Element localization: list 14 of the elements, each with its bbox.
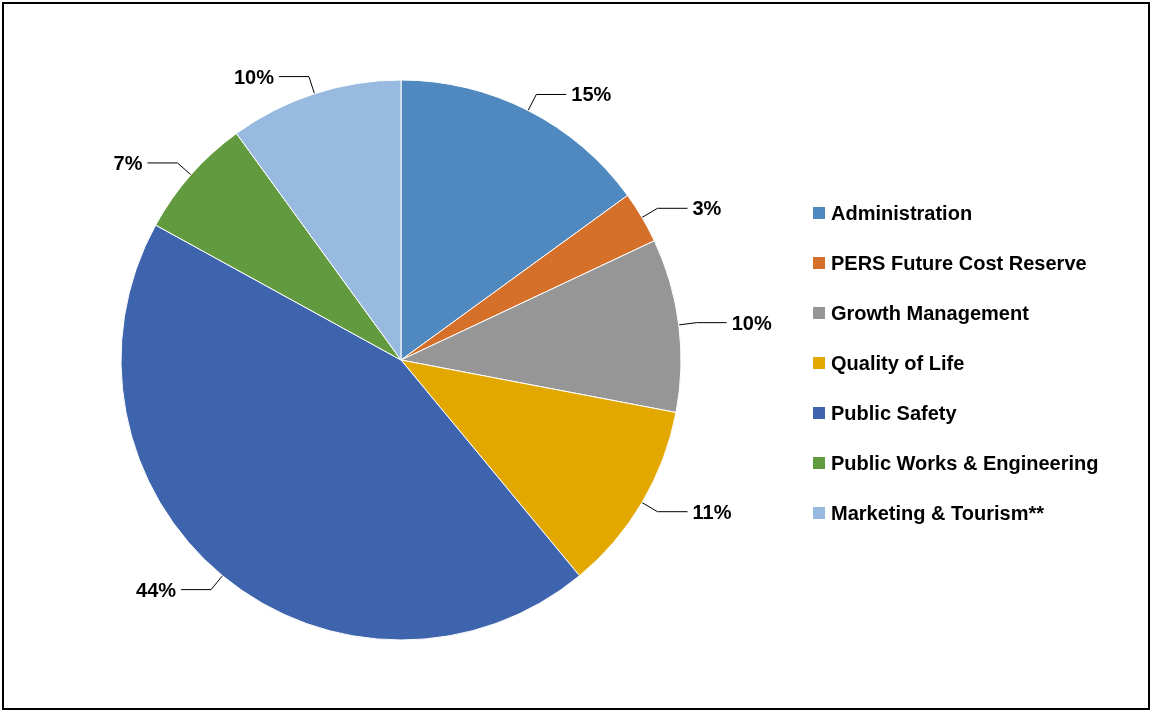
legend-label: PERS Future Cost Reserve [831,252,1087,274]
legend-label: Administration [831,202,973,224]
data-label: 10% [731,311,772,334]
data-label: 15% [571,83,612,106]
data-label: 11% [692,500,732,523]
data-label: 44% [136,578,177,601]
data-label: 7% [113,151,143,174]
legend-label: Public Safety [831,402,958,424]
data-label: 3% [692,197,722,220]
legend-label: Quality of Life [831,352,965,374]
legend-label: Marketing & Tourism** [831,502,1045,524]
data-label: 10% [233,65,275,88]
legend-label: Growth Management [831,302,1030,324]
legend-label: Public Works & Engineering [831,452,1099,474]
